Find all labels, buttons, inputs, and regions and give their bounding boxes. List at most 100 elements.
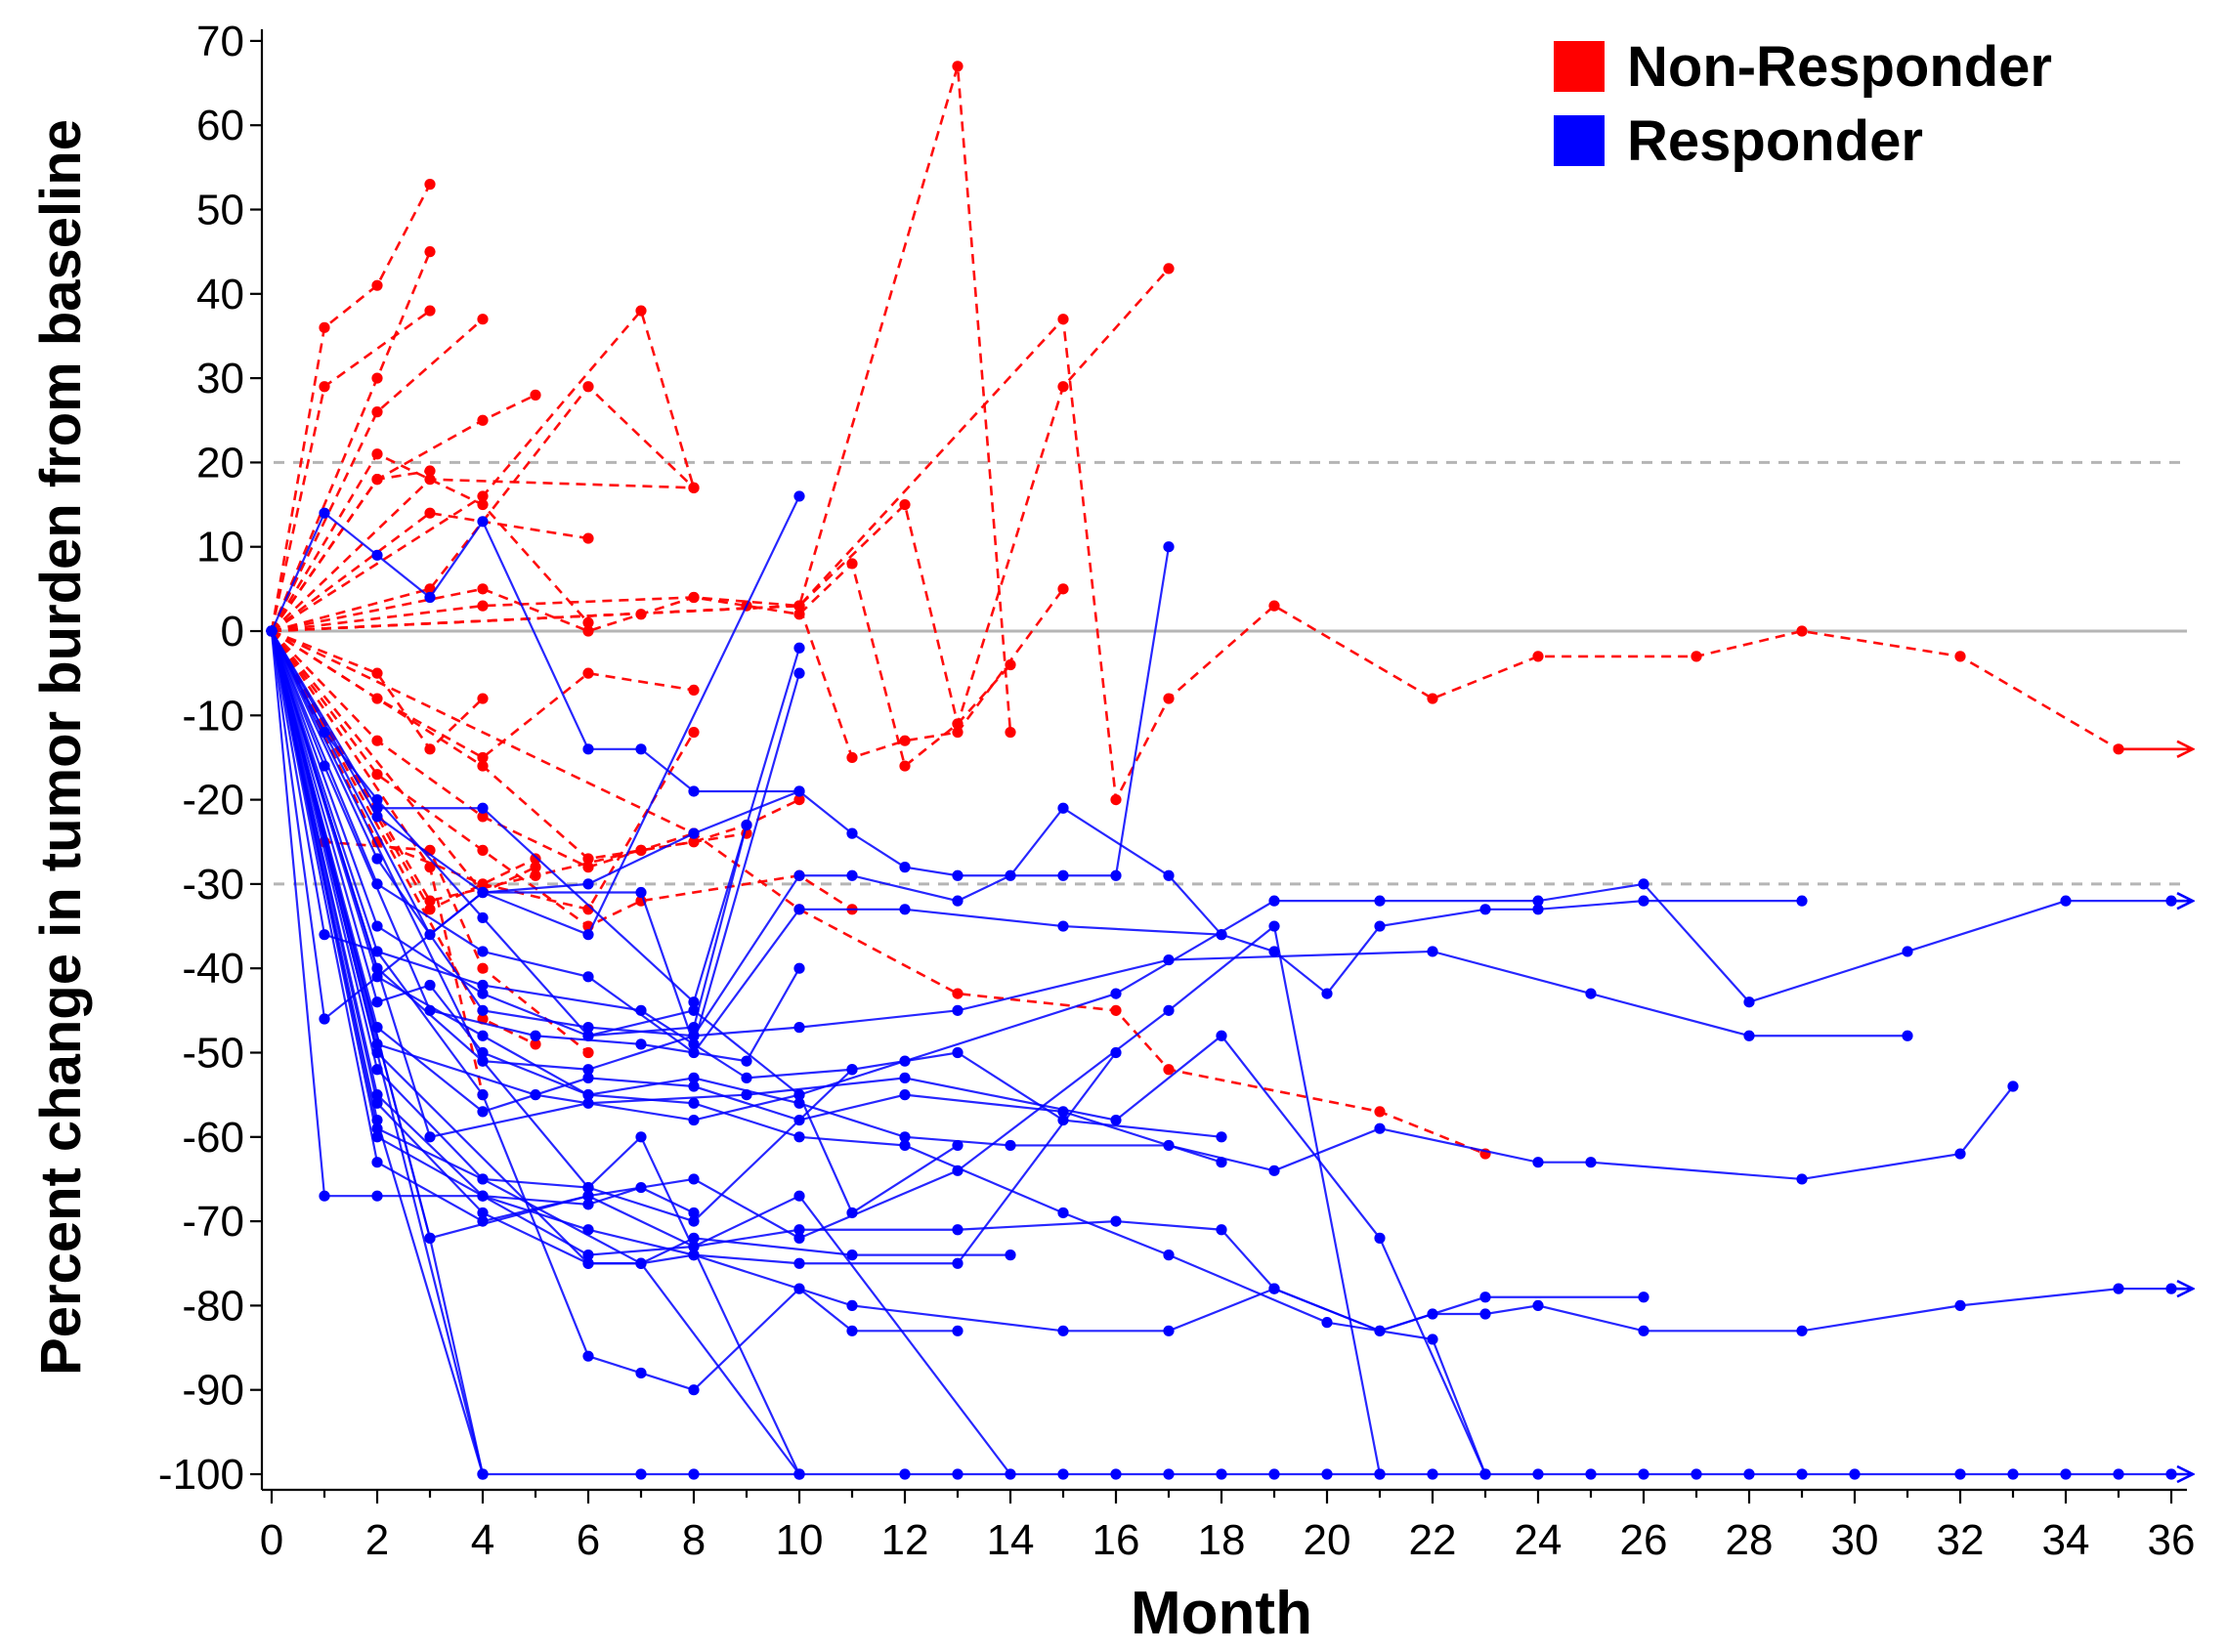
responder-data-point	[1163, 1468, 1175, 1480]
responder-data-point	[793, 1190, 805, 1202]
legend-label-responder: Responder	[1627, 109, 1923, 173]
responder-data-point	[1110, 1046, 1122, 1059]
non-responder-series-line	[271, 561, 1011, 769]
axes: 706050403020100-10-20-30-40-50-60-70-80-…	[158, 18, 2196, 1564]
responder-data-point	[1743, 1468, 1755, 1480]
responder-data-point	[477, 1468, 489, 1480]
responder-data-point	[1638, 878, 1649, 890]
y-tick-label: 60	[196, 102, 244, 149]
non-responder-data-point	[1057, 381, 1069, 393]
responder-data-point	[952, 1468, 964, 1480]
x-tick-label: 10	[776, 1516, 824, 1564]
non-responder-series-line	[270, 251, 432, 632]
responder-data-point	[1796, 1325, 1808, 1336]
non-responder-data-point	[1057, 583, 1069, 595]
responder-data-point	[1005, 1250, 1016, 1261]
responder-data-point	[1216, 1468, 1227, 1480]
non-responder-data-point	[582, 625, 594, 637]
responder-data-point	[477, 1207, 489, 1219]
responder-data-point	[952, 1004, 964, 1016]
non-responder-data-point	[371, 372, 383, 384]
responder-data-point	[688, 1232, 700, 1244]
responder-data-point	[846, 1064, 858, 1076]
non-responder-data-point	[1427, 693, 1438, 704]
responder-data-point	[793, 785, 805, 797]
responder-data-point	[477, 516, 489, 528]
responder-data-point	[477, 1055, 489, 1067]
non-responder-data-point	[1057, 314, 1069, 325]
non-responder-data-point	[688, 591, 700, 604]
non-responder-data-point	[530, 389, 541, 401]
plot-series	[266, 61, 2193, 1479]
responder-series-line	[271, 630, 801, 1048]
non-responder-data-point	[424, 743, 436, 755]
non-responder-data-point	[477, 693, 489, 704]
responder-data-point	[582, 1072, 594, 1083]
responder-data-point	[1110, 1215, 1122, 1227]
responder-data-point	[793, 1131, 805, 1143]
responder-data-point	[899, 1072, 911, 1083]
x-axis-title: Month	[1131, 1580, 1312, 1647]
responder-data-point	[582, 1190, 594, 1202]
responder-series-line	[270, 630, 1117, 1265]
responder-series-line	[270, 630, 1802, 1055]
responder-data-point	[1216, 1224, 1227, 1236]
responder-data-point	[1427, 946, 1438, 957]
responder-data-point	[1954, 1299, 1966, 1311]
non-responder-data-point	[424, 904, 436, 915]
responder-data-point	[477, 886, 489, 899]
responder-data-point	[477, 802, 489, 814]
responder-data-point	[1163, 541, 1175, 553]
non-responder-data-point	[1796, 625, 1808, 637]
responder-data-point	[952, 1224, 964, 1236]
responder-data-point	[2007, 1468, 2019, 1480]
x-tick-label: 36	[2148, 1516, 2196, 1564]
responder-data-point	[1057, 802, 1069, 814]
non-responder-data-point	[424, 895, 436, 907]
non-responder-data-point	[319, 321, 330, 333]
y-tick-label: -80	[182, 1282, 244, 1330]
responder-data-point	[688, 1072, 700, 1083]
responder-data-point	[1057, 1325, 1069, 1336]
non-responder-data-point	[688, 482, 700, 493]
responder-data-point	[952, 1046, 964, 1059]
non-responder-data-point	[1110, 794, 1122, 806]
responder-data-point	[530, 1030, 541, 1041]
non-responder-data-point	[582, 616, 594, 628]
non-responder-data-point	[1005, 726, 1016, 739]
y-tick-label: 20	[196, 439, 244, 487]
non-responder-data-point	[477, 583, 489, 595]
y-tick-label: 50	[196, 187, 244, 234]
responder-data-point	[846, 827, 858, 839]
responder-data-point	[477, 1004, 489, 1016]
non-responder-data-point	[477, 962, 489, 974]
responder-data-point	[424, 979, 436, 992]
responder-data-point	[1374, 895, 1386, 907]
responder-data-point	[319, 726, 330, 739]
responder-data-point	[1954, 1148, 1966, 1160]
non-responder-data-point	[371, 406, 383, 418]
responder-data-point	[1532, 1157, 1544, 1168]
responder-data-point	[1479, 1292, 1491, 1303]
responder-data-point	[477, 946, 489, 957]
responder-data-point	[371, 971, 383, 983]
responder-data-point	[1638, 1325, 1649, 1336]
non-responder-data-point	[899, 760, 911, 772]
non-responder-data-point	[1374, 1106, 1386, 1118]
non-responder-data-point	[1163, 263, 1175, 275]
responder-data-point	[846, 1250, 858, 1261]
non-responder-series-line	[270, 184, 432, 632]
responder-data-point	[688, 1173, 700, 1185]
responder-data-point	[1321, 988, 1333, 999]
y-tick-label: -30	[182, 861, 244, 909]
responder-data-point	[477, 1215, 489, 1227]
responder-data-point	[371, 1114, 383, 1126]
responder-data-point	[2060, 895, 2072, 907]
responder-data-point	[846, 1207, 858, 1219]
legend: Non-Responder Responder	[1554, 35, 2052, 173]
non-responder-data-point	[1268, 600, 1280, 612]
responder-data-point	[1427, 1334, 1438, 1345]
non-responder-data-point	[952, 726, 964, 739]
responder-data-point	[371, 1038, 383, 1050]
